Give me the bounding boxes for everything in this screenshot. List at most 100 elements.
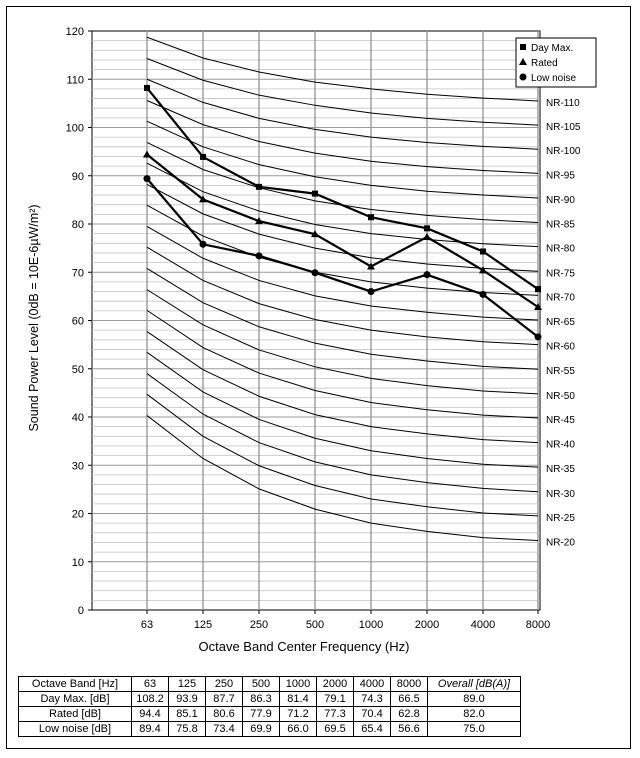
table-cell: 69.5 <box>316 721 354 737</box>
nr-curve-label: NR-95 <box>546 170 575 181</box>
table-header-row: Octave Band [Hz] 63 125 250 500 1000 2000 4000 8… <box>18 676 521 692</box>
nr-label-bg <box>543 121 581 134</box>
table-cell: 87.7 <box>205 691 243 707</box>
table-cell: 62.8 <box>390 706 428 722</box>
point-circle <box>479 290 487 298</box>
point-circle <box>423 271 431 279</box>
table-cell: 2000 <box>316 676 354 692</box>
nr-curve-label: NR-105 <box>546 122 581 133</box>
y-tick-label: 10 <box>72 557 84 569</box>
nr-curve <box>146 331 539 444</box>
row-label: Low noise [dB] <box>18 721 132 737</box>
point-square <box>256 183 262 190</box>
table-row: Rated [dB] 94.4 85.1 80.6 77.9 71.2 77.3 70.4 62… <box>18 706 521 722</box>
nr-label-bg <box>543 242 581 255</box>
row-label: Octave Band [Hz] <box>18 676 132 692</box>
x-tick-label: 4000 <box>471 619 495 631</box>
y-tick-label: 90 <box>72 171 84 183</box>
table-cell: 250 <box>205 676 243 692</box>
table-row: Low noise [dB] 89.4 75.8 73.4 69.9 66.0 69.5 65… <box>18 721 521 737</box>
series-line <box>146 87 539 291</box>
table-cell: 81.4 <box>279 691 317 707</box>
table-cell: 74.3 <box>353 691 391 707</box>
nr-curve-label: NR-80 <box>546 244 575 255</box>
nr-curve <box>146 309 539 419</box>
axes: 0 10 20 30 40 50 60 70 80 90 100 110 120 63 125 250 500 1… <box>66 26 551 631</box>
y-tick-label: 80 <box>72 219 84 231</box>
point-square <box>312 190 318 197</box>
nr-curves: NR-110 NR-105 NR-100 NR-95 NR-90 NR-85 NR-80 NR… <box>146 36 581 549</box>
nr-curve <box>146 246 539 346</box>
point-circle <box>367 288 375 296</box>
series-line <box>146 177 539 338</box>
nr-label-bg <box>543 169 581 182</box>
row-label: Day Max. [dB] <box>18 691 132 707</box>
nr-curve <box>146 78 539 150</box>
nr-curve-label: NR-35 <box>546 464 575 475</box>
point-circle <box>199 240 207 248</box>
nr-label-bg <box>543 438 581 451</box>
y-tick-label: 50 <box>72 364 84 376</box>
nr-curve <box>146 393 539 517</box>
nr-label-bg <box>543 413 581 426</box>
table-cell: 79.1 <box>316 691 354 707</box>
point-triangle <box>479 266 487 274</box>
table-cell: 108.2 <box>131 691 169 707</box>
legend-circle-icon <box>519 73 527 81</box>
table-cell: 8000 <box>390 676 428 692</box>
nr-curve <box>146 36 539 102</box>
point-circle <box>311 269 319 277</box>
table-cell: 66.0 <box>279 721 317 737</box>
legend-label: Day Max. <box>531 43 573 54</box>
table-cell: 71.2 <box>279 706 317 722</box>
row-label: Rated [dB] <box>18 706 132 722</box>
x-axis-label: Octave Band Center Frequency (Hz) <box>199 639 410 654</box>
nr-label-bg <box>543 96 581 109</box>
nr-curve <box>146 415 539 542</box>
overall-cell: 75.0 <box>427 721 521 737</box>
point-square <box>200 153 206 160</box>
x-tick-label: 1000 <box>359 619 383 631</box>
nr-curve <box>146 162 539 248</box>
y-tick-label: 30 <box>72 460 84 472</box>
nr-curve <box>146 373 539 493</box>
nr-label-bg <box>543 511 581 524</box>
table-cell: 75.8 <box>168 721 206 737</box>
table-cell: 4000 <box>353 676 391 692</box>
table-cell: 500 <box>242 676 280 692</box>
nr-curve <box>146 289 539 395</box>
legend-label: Rated <box>531 58 558 69</box>
nr-curve <box>146 351 539 468</box>
table-row: Day Max. [dB] 108.2 93.9 87.7 86.3 81.4 79.1 74… <box>18 691 521 707</box>
grid-lines <box>92 31 540 610</box>
data-series <box>143 84 542 341</box>
x-tick-label: 2000 <box>415 619 439 631</box>
nr-curve-label: NR-70 <box>546 292 575 303</box>
nr-curve <box>146 100 539 174</box>
point-triangle <box>255 217 263 225</box>
nr-label-bg <box>543 193 581 206</box>
point-triangle <box>143 150 151 158</box>
table-cell: 94.4 <box>131 706 169 722</box>
page-frame <box>6 6 631 749</box>
table-cell: 85.1 <box>168 706 206 722</box>
nr-curve-label: NR-85 <box>546 220 575 231</box>
table-cell: 1000 <box>279 676 317 692</box>
octave-band-table: Octave Band [Hz] 63 125 250 500 1000 2000 4000 8… <box>18 676 521 737</box>
nr-curve-label: NR-55 <box>546 366 575 377</box>
y-tick-label: 70 <box>72 267 84 279</box>
point-circle <box>143 175 151 183</box>
nr-curve <box>146 267 539 370</box>
nr-curve-label: NR-25 <box>546 513 575 524</box>
x-tick-label: 250 <box>250 619 268 631</box>
table-cell: 93.9 <box>168 691 206 707</box>
overall-cell: Overall [dB(A)] <box>427 676 521 692</box>
y-tick-label: 0 <box>78 605 84 617</box>
y-tick-label: 120 <box>66 26 84 38</box>
table-cell: 70.4 <box>353 706 391 722</box>
table-cell: 86.3 <box>242 691 280 707</box>
y-tick-label: 60 <box>72 316 84 328</box>
y-tick-label: 100 <box>66 123 84 135</box>
nr-curve <box>146 183 539 272</box>
legend: Day Max. Rated Low noise <box>515 37 597 88</box>
